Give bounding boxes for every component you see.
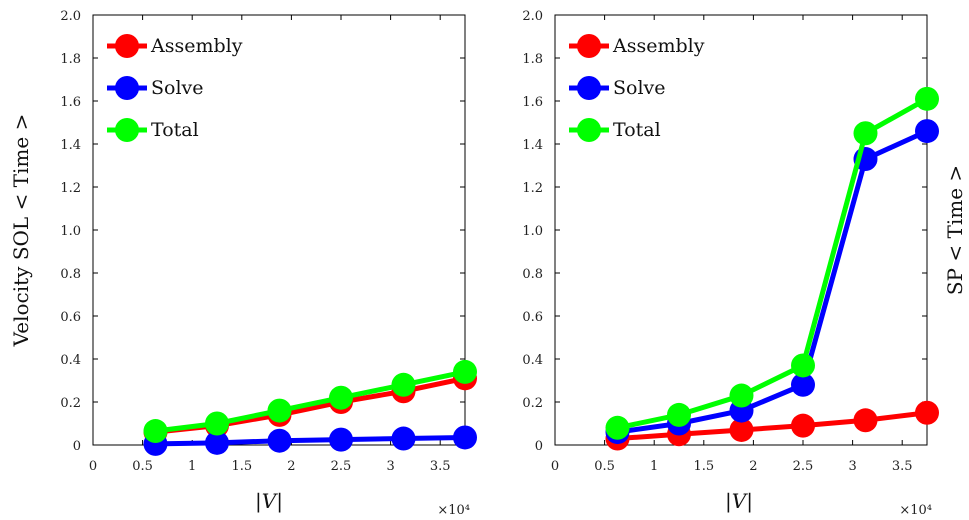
y-tick-label: 1.8 xyxy=(522,52,543,67)
legend-marker-assembly xyxy=(577,34,601,58)
data-point-total xyxy=(853,121,878,146)
y-axis-label: SP < Time > xyxy=(943,165,967,295)
y-tick-label: 2.0 xyxy=(522,9,543,24)
x-tick-label: 0 xyxy=(551,459,559,474)
y-tick-label: 1.6 xyxy=(522,95,543,110)
data-point-total xyxy=(329,385,353,410)
legend-label-assembly: Assembly xyxy=(150,35,243,57)
y-axis-ticks: 0 0.2 0.4 0.6 0.8 1.0 1.2 1.4 1.6 1.8 2.0 xyxy=(522,9,927,454)
x-tick-label: 3.5 xyxy=(430,459,451,474)
legend-marker-total xyxy=(115,118,139,142)
data-point-solve xyxy=(915,119,939,144)
data-point-total xyxy=(453,359,477,384)
series-layer xyxy=(605,86,939,451)
x-tick-label: 1 xyxy=(650,459,658,474)
legend-marker-solve xyxy=(577,76,601,100)
data-point-assembly xyxy=(791,413,815,438)
y-tick-label: 2.0 xyxy=(60,9,81,24)
y-tick-label: 1.8 xyxy=(60,52,81,67)
y-tick-label: 0.6 xyxy=(522,310,543,325)
data-point-solve xyxy=(391,426,416,451)
series-line-total xyxy=(616,96,929,431)
series-layer xyxy=(143,359,477,456)
data-point-solve xyxy=(791,372,815,397)
y-tick-label: 0.4 xyxy=(522,353,543,368)
y-tick-label: 0 xyxy=(535,439,543,454)
data-point-solve xyxy=(329,427,353,452)
legend-label-solve: Solve xyxy=(151,77,204,99)
x-tick-label: 2.5 xyxy=(331,459,352,474)
y-tick-label: 1.2 xyxy=(522,181,543,196)
data-point-total xyxy=(605,415,630,440)
data-point-assembly xyxy=(729,417,754,442)
y-tick-label: 1.4 xyxy=(522,138,543,153)
series-line-solve xyxy=(155,434,466,447)
legend-label-total: Total xyxy=(151,119,199,141)
x-axis-ticks: 0 0.5 1 1.5 2 2.5 3 3.5 xyxy=(551,15,913,474)
legend-marker-total xyxy=(577,118,601,142)
legend-marker-solve xyxy=(115,76,139,100)
data-point-assembly xyxy=(853,408,878,433)
x-tick-label: 1.5 xyxy=(693,459,714,474)
y-tick-label: 1.0 xyxy=(522,224,543,239)
series-line-total xyxy=(155,369,466,434)
legend-marker-assembly xyxy=(115,34,139,58)
x-tick-label: 1.5 xyxy=(231,459,252,474)
x-axis-label: |V| xyxy=(255,489,283,514)
x-tick-label: 3 xyxy=(386,459,394,474)
y-tick-label: 0.2 xyxy=(522,396,543,411)
plot-frame xyxy=(554,14,928,446)
data-point-total xyxy=(791,353,815,378)
x-tick-label: 0 xyxy=(89,459,97,474)
data-point-total xyxy=(143,419,168,444)
legend: Assembly Solve Total xyxy=(107,34,243,142)
y-axis-label: Velocity SOL < Time > xyxy=(9,114,33,348)
x-tick-label: 3 xyxy=(848,459,856,474)
data-point-total xyxy=(205,411,229,436)
data-point-total xyxy=(915,86,939,111)
legend-label-assembly: Assembly xyxy=(612,35,705,57)
data-point-total xyxy=(729,383,754,408)
x-tick-label: 3.5 xyxy=(892,459,913,474)
y-tick-label: 0.2 xyxy=(60,396,81,411)
data-point-solve xyxy=(453,425,477,450)
chart-panel-sp: 0 0.5 1 1.5 2 2.5 3 3.5 0 0.2 0.4 0.6 0.8 1.0 1.2 1.4 1… xyxy=(522,9,967,518)
x-tick-label: 2.5 xyxy=(793,459,814,474)
y-tick-label: 0.6 xyxy=(60,310,81,325)
data-point-total xyxy=(267,398,292,423)
data-point-total xyxy=(667,402,691,427)
x-axis-label: |V| xyxy=(725,489,753,514)
y-tick-label: 1.0 xyxy=(60,224,81,239)
legend-label-total: Total xyxy=(613,119,661,141)
x-tick-label: 2 xyxy=(287,459,295,474)
data-point-total xyxy=(391,372,416,397)
y-tick-label: 0.4 xyxy=(60,353,81,368)
y-axis-ticks: 0 0.2 0.4 0.6 0.8 1.0 1.2 1.4 1.6 1.8 2.0 xyxy=(60,9,465,454)
x-axis-multiplier: ×10⁴ xyxy=(437,503,470,518)
y-tick-label: 1.4 xyxy=(60,138,81,153)
x-tick-label: 1 xyxy=(188,459,196,474)
y-tick-label: 0 xyxy=(73,439,81,454)
y-tick-label: 1.6 xyxy=(60,95,81,110)
chart-panel-velocity: 0 0.5 1 1.5 2 2.5 3 3.5 0 0.2 0.4 0.6 0.8 1.0 1.2 1.4 1… xyxy=(9,9,477,518)
y-tick-label: 0.8 xyxy=(60,267,81,282)
y-tick-label: 1.2 xyxy=(60,181,81,196)
data-point-solve xyxy=(267,428,292,453)
x-tick-label: 2 xyxy=(749,459,757,474)
data-point-solve xyxy=(205,430,229,455)
legend: Assembly Solve Total xyxy=(569,34,705,142)
x-tick-label: 0.5 xyxy=(132,459,153,474)
series-line-solve xyxy=(617,128,929,435)
legend-label-solve: Solve xyxy=(613,77,666,99)
data-point-assembly xyxy=(915,400,939,425)
y-tick-label: 0.8 xyxy=(522,267,543,282)
x-axis-ticks: 0 0.5 1 1.5 2 2.5 3 3.5 xyxy=(89,15,451,474)
x-tick-label: 0.5 xyxy=(594,459,615,474)
x-axis-multiplier: ×10⁴ xyxy=(899,503,932,518)
